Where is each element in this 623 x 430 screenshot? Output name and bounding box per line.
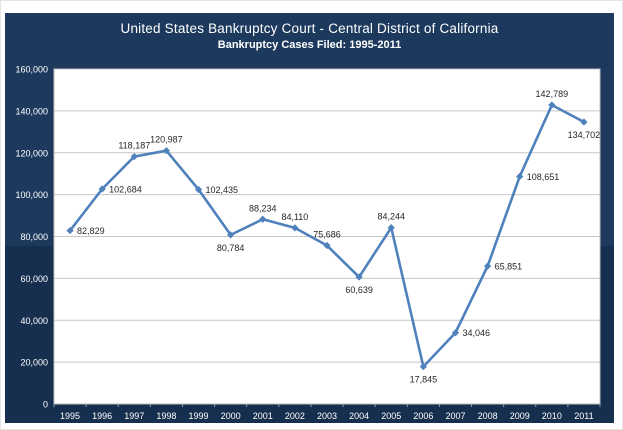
data-label: 108,651	[527, 172, 560, 182]
data-label: 80,784	[217, 243, 245, 253]
x-axis-label: 2003	[317, 411, 337, 421]
data-label: 60,639	[345, 285, 373, 295]
data-label: 84,110	[281, 212, 308, 222]
x-axis-label: 1995	[60, 411, 80, 421]
y-axis-label: 80,000	[20, 232, 48, 242]
x-axis-label: 2011	[574, 411, 593, 421]
data-point-2003	[323, 241, 331, 250]
data-label: 102,435	[206, 185, 239, 195]
y-axis-label: 0	[43, 400, 48, 410]
x-axis-label: 1997	[124, 411, 144, 421]
y-axis-label: 140,000	[15, 106, 48, 116]
data-label: 65,851	[495, 262, 523, 272]
chart-panel: United States Bankruptcy Court - Central…	[5, 13, 614, 423]
y-axis-label: 160,000	[15, 65, 48, 75]
data-label: 84,244	[377, 212, 405, 222]
x-axis-label: 1996	[92, 411, 112, 421]
y-axis-label: 100,000	[15, 190, 48, 200]
data-point-2007	[451, 329, 460, 337]
data-point-1998	[162, 147, 171, 155]
x-axis-label: 2009	[510, 411, 530, 421]
data-label: 102,684	[109, 185, 142, 195]
data-point-2004	[355, 273, 363, 281]
x-axis-label: 2006	[413, 411, 433, 421]
data-point-2006	[419, 363, 427, 371]
chart-title: United States Bankruptcy Court - Central…	[120, 21, 499, 36]
data-label: 134,702	[568, 130, 601, 140]
data-label: 17,845	[410, 375, 438, 385]
x-axis-label: 2007	[445, 411, 465, 421]
data-label: 82,829	[77, 226, 105, 236]
x-axis-label: 2000	[221, 411, 241, 421]
x-axis-label: 2005	[381, 411, 401, 421]
data-point-2011	[580, 118, 588, 126]
data-point-1997	[130, 152, 138, 161]
chart-subtitle: Bankruptcy Cases Filed: 1995-2011	[217, 39, 402, 51]
data-point-1999	[194, 185, 203, 194]
data-label: 142,789	[536, 89, 569, 99]
y-axis-label: 20,000	[20, 358, 48, 368]
x-axis-label: 2002	[285, 411, 305, 421]
data-point-2008	[483, 262, 492, 270]
data-point-1996	[98, 185, 106, 193]
plot-svg: 0 20,000 40,000 60,000 80,000 100,000 120,000 1…	[15, 65, 601, 421]
y-axis-label: 120,000	[15, 148, 48, 158]
x-axis-label: 2004	[349, 411, 369, 421]
data-point-2002	[291, 224, 299, 232]
data-point-2009	[516, 172, 524, 181]
data-point-2010	[548, 101, 556, 109]
data-point-2001	[259, 215, 267, 223]
data-label: 75,686	[313, 230, 341, 240]
y-axis-label: 40,000	[20, 316, 48, 326]
data-point-2005	[387, 224, 395, 232]
x-axis-label: 1998	[156, 411, 176, 421]
x-axis-label: 1999	[189, 411, 209, 421]
x-axis-label: 2001	[253, 411, 273, 421]
data-label: 88,234	[249, 203, 277, 213]
y-axis-label: 60,000	[20, 274, 48, 284]
data-point-2000	[227, 231, 235, 239]
x-axis-label: 2010	[542, 411, 562, 421]
data-label: 34,046	[462, 328, 490, 338]
x-axis-label: 2008	[478, 411, 498, 421]
data-label: 120,987	[150, 135, 183, 145]
data-label: 118,187	[118, 141, 150, 151]
